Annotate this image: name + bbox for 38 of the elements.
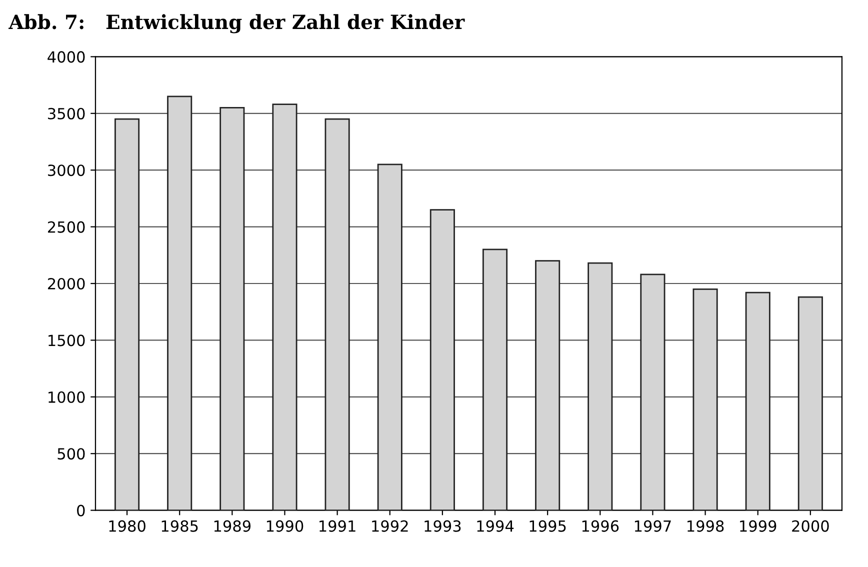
bar (692, 288, 718, 510)
bar (640, 274, 666, 510)
bar (377, 164, 402, 510)
bar (798, 296, 823, 510)
x-tick-label: 1997 (634, 520, 671, 532)
x-tick-label: 1985 (162, 520, 198, 532)
x-tick-label: 1995 (530, 520, 566, 532)
x-tick-label: 1989 (214, 520, 251, 532)
y-tick-label: 4000 (48, 51, 85, 63)
chart-title: Abb. 7: Entwicklung der Zahl der Kinder (8, 14, 465, 34)
bar (588, 262, 613, 510)
bar (220, 107, 245, 510)
y-tick-label: 1000 (48, 391, 85, 403)
x-tick-label: 1991 (320, 520, 356, 532)
y-tick-label: 0 (77, 504, 85, 516)
x-tick-label: 1993 (424, 520, 461, 532)
y-tick-label: 500 (58, 448, 85, 460)
bar (482, 248, 508, 510)
x-tick-label: 1994 (477, 520, 514, 532)
bar (324, 118, 350, 510)
y-tick-label: 2000 (48, 278, 85, 290)
y-tick-label: 3000 (48, 164, 85, 176)
bar (430, 209, 455, 510)
x-tick-label: 1996 (582, 520, 619, 532)
x-tick-label: 1992 (372, 520, 408, 532)
bar (114, 118, 140, 510)
x-tick-label: 1980 (109, 520, 146, 532)
y-tick-label: 1500 (48, 334, 85, 346)
bar (535, 260, 560, 510)
bar (745, 292, 770, 510)
x-tick-label: 2000 (792, 520, 829, 532)
x-tick-label: 1999 (740, 520, 776, 532)
x-tick-label: 1990 (266, 520, 304, 532)
y-tick-label: 2500 (48, 221, 85, 233)
bar (272, 104, 298, 510)
bar (167, 96, 192, 510)
y-tick-label: 3500 (48, 108, 85, 120)
x-tick-label: 1998 (688, 520, 724, 532)
